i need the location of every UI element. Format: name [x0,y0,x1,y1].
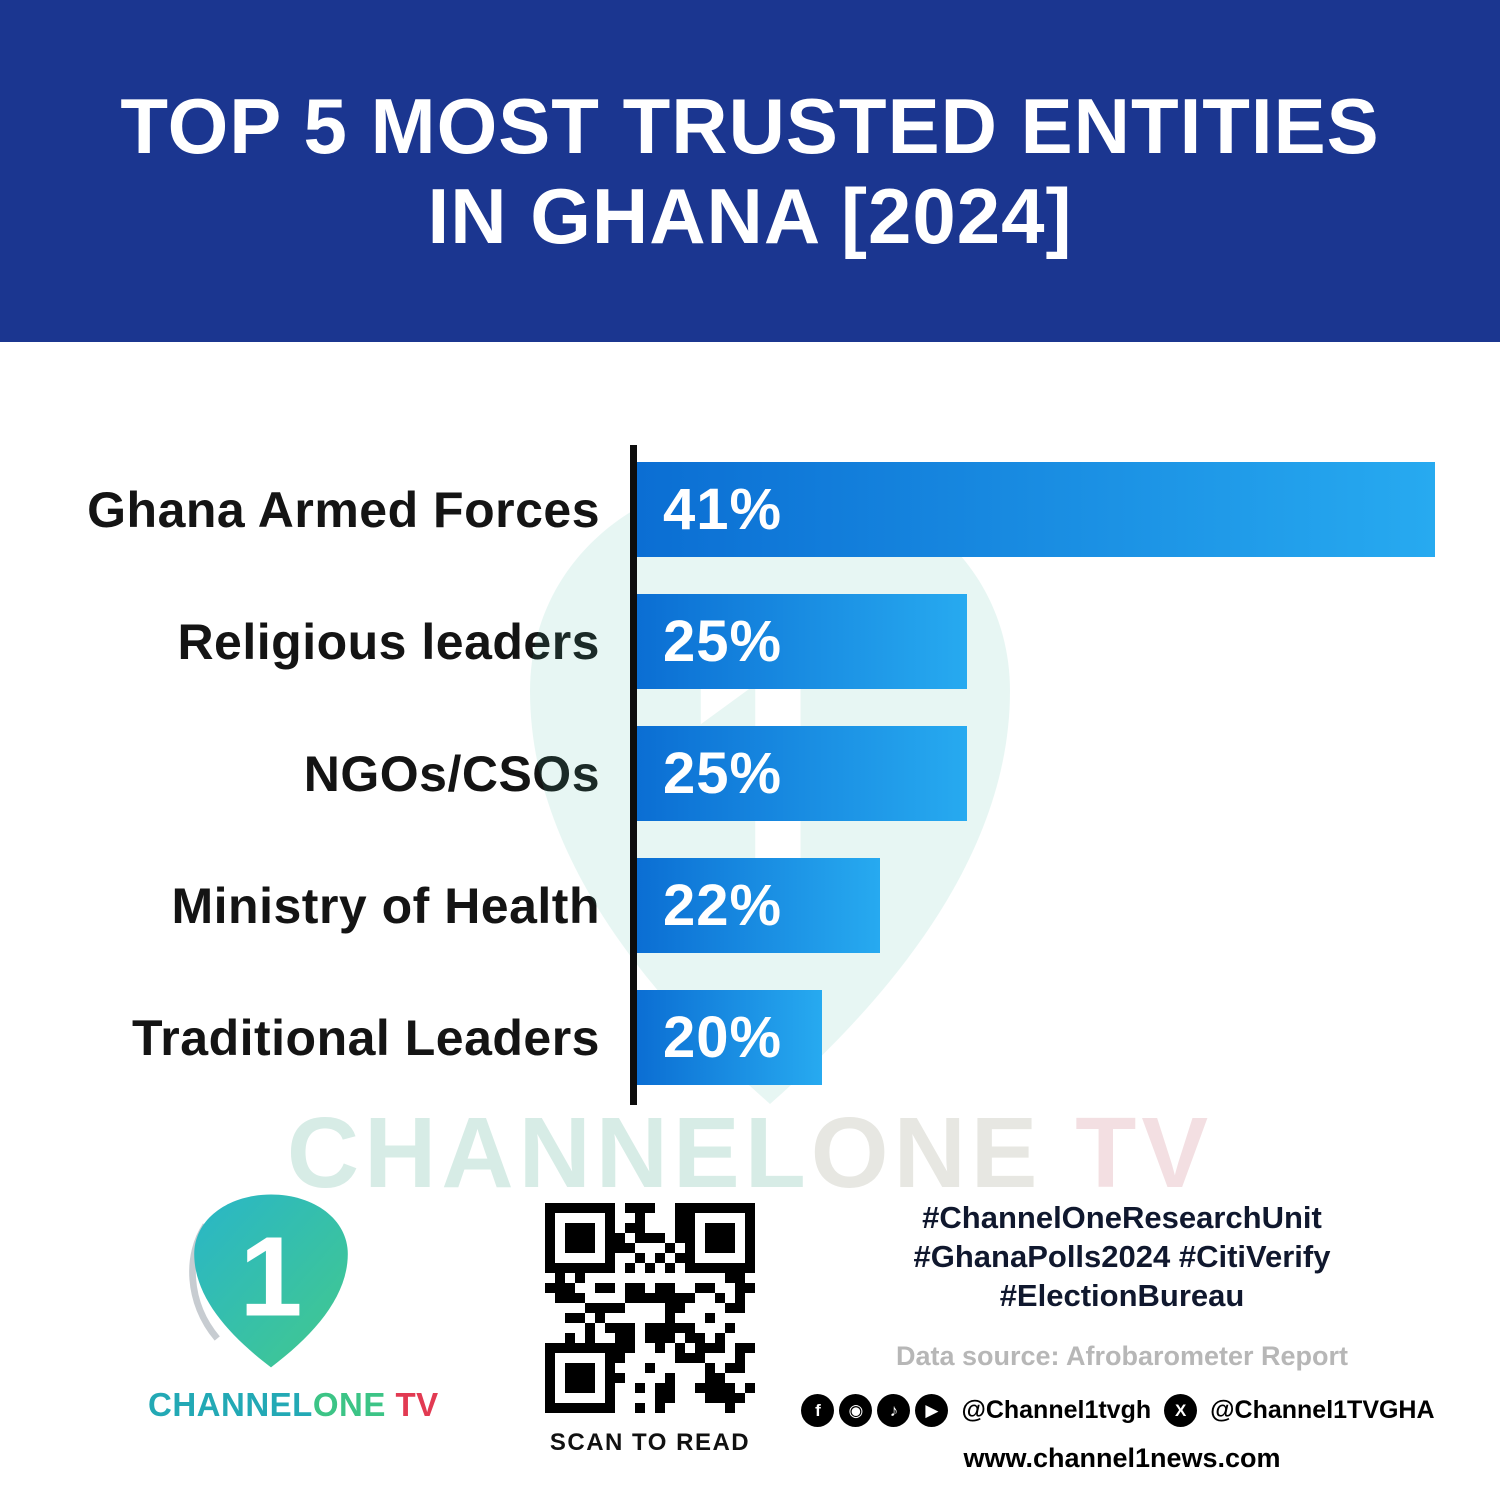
facebook-icon: f [801,1394,835,1428]
bar-row: Ministry of Health 22% [0,858,1500,953]
qr-block: SCAN TO READ [545,1203,755,1457]
hashtag-line-3: #ElectionBureau [999,1278,1245,1314]
title-line-1: TOP 5 MOST TRUSTED ENTITIES [120,81,1380,170]
title-line-2: IN GHANA [2024] [427,172,1073,260]
bar-segment: 41% [637,462,1435,557]
social-row: f ◉ ♪ ▶ @Channel1tvgh X @Channel1TVGHA [801,1394,1442,1428]
tiktok-icon: ♪ [877,1394,911,1428]
qr-code [545,1203,755,1413]
value-label: 25% [663,609,783,674]
bar-row: Ghana Armed Forces 41% [0,462,1500,557]
bar-row: NGOs/CSOs 25% [0,726,1500,821]
channel-one-wordmark: CHANNELONE TV [148,1386,438,1424]
bar-row: Traditional Leaders 20% [0,990,1500,1085]
bar-segment: 20% [637,990,822,1085]
category-label: Religious leaders [177,613,600,670]
channel-one-logo-block: 1 CHANNELONE TV [148,1183,438,1424]
social-handle-primary: @Channel1tvgh [961,1396,1152,1425]
category-label: Ministry of Health [171,877,600,934]
qr-caption: SCAN TO READ [549,1429,751,1456]
wordmark-one: ONE [312,1386,386,1423]
watermark-one: ONE [810,1097,1043,1209]
x-twitter-icon: X [1164,1394,1198,1428]
category-label: Ghana Armed Forces [87,481,600,538]
website-url: www.channel1news.com [963,1443,1281,1474]
svg-text:1: 1 [239,1213,302,1340]
instagram-icon: ◉ [839,1394,873,1428]
trust-bar-chart: 1 Ghana Armed Forces 41% Religious leade… [0,342,1500,1122]
value-label: 41% [663,477,783,542]
value-label: 20% [663,1005,783,1070]
data-source-text: Data source: Afrobarometer Report [895,1341,1349,1372]
page-title: TOP 5 MOST TRUSTED ENTITIES IN GHANA [20… [120,81,1379,262]
wordmark-tv: TV [385,1386,439,1423]
category-label: Traditional Leaders [132,1009,600,1066]
bar-segment: 22% [637,858,880,953]
hashtag-line-1: #ChannelOneResearchUnit [922,1200,1322,1235]
watermark-channel: CHANNEL [286,1097,811,1209]
brand-watermark-text: CHANNELONE TV [0,1096,1500,1211]
hashtag-line-2: #GhanaPolls2024 #CitiVerify [913,1239,1331,1275]
value-label: 22% [663,873,783,938]
value-label: 25% [663,741,783,806]
channel-one-logo-icon: 1 [188,1194,348,1368]
youtube-icon: ▶ [915,1394,949,1428]
header-banner: TOP 5 MOST TRUSTED ENTITIES IN GHANA [20… [0,0,1500,342]
bar-segment: 25% [637,726,967,821]
footer-info-block: #ChannelOneResearchUnit #GhanaPolls2024 … [801,1198,1435,1474]
chart-axis-line [630,445,637,1105]
wordmark-channel: CHANNEL [148,1386,313,1423]
bar-row: Religious leaders 25% [0,594,1500,689]
watermark-tv: TV [1042,1097,1214,1209]
bar-segment: 25% [637,594,967,689]
category-label: NGOs/CSOs [303,745,600,802]
social-handle-x: @Channel1TVGHA [1210,1396,1435,1425]
